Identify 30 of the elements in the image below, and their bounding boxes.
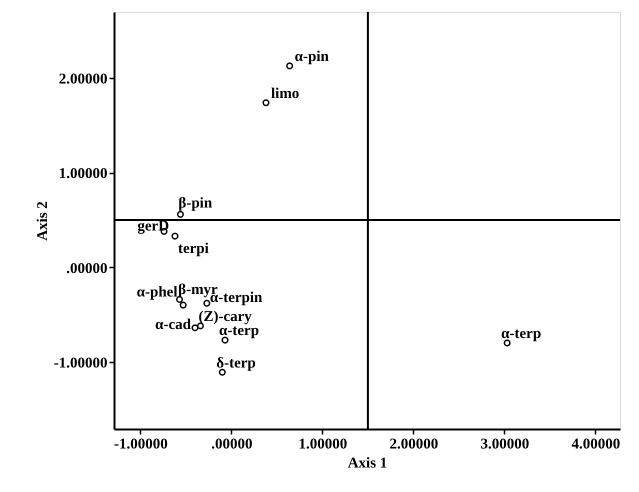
annotation: gerD bbox=[137, 218, 170, 234]
annotation: α-cad bbox=[155, 316, 192, 333]
point bbox=[286, 62, 294, 70]
y-tick-label: .00000 bbox=[66, 260, 108, 277]
point bbox=[262, 99, 270, 106]
annotation: α-pin bbox=[294, 48, 330, 65]
point bbox=[180, 302, 187, 309]
annotation: (Z)-cary bbox=[198, 308, 252, 325]
annotation: terpi bbox=[178, 241, 209, 258]
x-tick-label: .00000 bbox=[211, 436, 253, 452]
x-tick-label: 1.00000 bbox=[298, 436, 348, 452]
annotation: β-pin bbox=[178, 195, 213, 212]
annotation: α-phel bbox=[136, 284, 178, 300]
y-tick-label: 1.00000 bbox=[58, 166, 108, 182]
point bbox=[203, 300, 210, 307]
x-axis-title: Axis 1 bbox=[348, 456, 388, 472]
x-tick-label: 3.00000 bbox=[480, 436, 530, 452]
point bbox=[192, 324, 198, 332]
x-tick-label: 4.00000 bbox=[572, 436, 620, 452]
annotation: limo bbox=[270, 86, 300, 102]
point bbox=[176, 210, 184, 218]
y-tick-label: -1.00000 bbox=[54, 355, 108, 372]
x-tick-label: 2.00000 bbox=[390, 436, 438, 452]
annotation: δ-terp bbox=[216, 355, 256, 372]
point bbox=[171, 232, 178, 240]
y-tick-label: 2.00000 bbox=[58, 72, 108, 88]
x-tick-label: -1.00000 bbox=[114, 436, 168, 452]
y-axis-title: Axis 2 bbox=[34, 201, 51, 241]
annotation: α-terp bbox=[219, 323, 260, 340]
annotation: α-terp bbox=[501, 326, 542, 342]
